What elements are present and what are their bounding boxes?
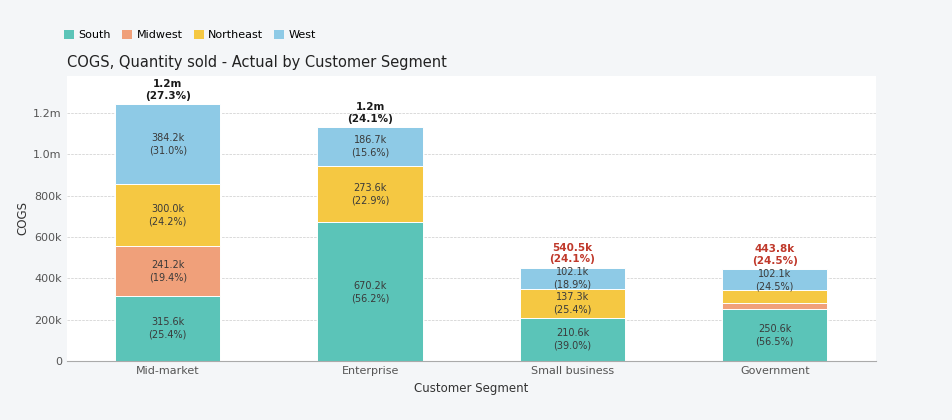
Bar	[723, 291, 827, 303]
Bar	[115, 104, 221, 184]
Text: 315.6k
(25.4%): 315.6k (25.4%)	[149, 318, 187, 340]
Bar	[723, 303, 827, 310]
Bar	[318, 127, 423, 166]
Text: 1.2m
(27.3%): 1.2m (27.3%)	[145, 79, 190, 101]
Bar	[520, 289, 625, 318]
Text: 670.2k
(56.2%): 670.2k (56.2%)	[351, 281, 389, 303]
Bar	[520, 268, 625, 289]
X-axis label: Customer Segment: Customer Segment	[414, 382, 528, 395]
Text: 186.7k
(15.6%): 186.7k (15.6%)	[351, 135, 389, 158]
Text: 384.2k
(31.0%): 384.2k (31.0%)	[149, 133, 187, 155]
Text: 273.6k
(22.9%): 273.6k (22.9%)	[351, 183, 389, 205]
Text: 300.0k
(24.2%): 300.0k (24.2%)	[149, 204, 187, 226]
Text: 102.1k
(24.5%): 102.1k (24.5%)	[756, 269, 794, 291]
Bar	[318, 223, 423, 361]
Text: 1.2m
(24.1%): 1.2m (24.1%)	[347, 102, 393, 123]
Text: 250.6k
(56.5%): 250.6k (56.5%)	[756, 324, 794, 346]
Legend: South, Midwest, Northeast, West: South, Midwest, Northeast, West	[64, 30, 316, 40]
Text: 102.1k
(18.9%): 102.1k (18.9%)	[553, 268, 591, 290]
Bar	[723, 310, 827, 361]
Text: 241.2k
(19.4%): 241.2k (19.4%)	[149, 260, 187, 282]
Bar	[723, 269, 827, 291]
Text: 443.8k
(24.5%): 443.8k (24.5%)	[752, 244, 798, 265]
Bar	[115, 296, 221, 361]
Y-axis label: COGS: COGS	[16, 202, 29, 235]
Bar	[115, 184, 221, 246]
Text: COGS, Quantity sold - Actual by Customer Segment: COGS, Quantity sold - Actual by Customer…	[67, 55, 446, 70]
Text: 137.3k
(25.4%): 137.3k (25.4%)	[553, 292, 591, 315]
Text: 210.6k
(39.0%): 210.6k (39.0%)	[553, 328, 591, 351]
Bar	[318, 166, 423, 223]
Bar	[520, 318, 625, 361]
Bar	[115, 246, 221, 296]
Text: 540.5k
(24.1%): 540.5k (24.1%)	[549, 243, 595, 264]
